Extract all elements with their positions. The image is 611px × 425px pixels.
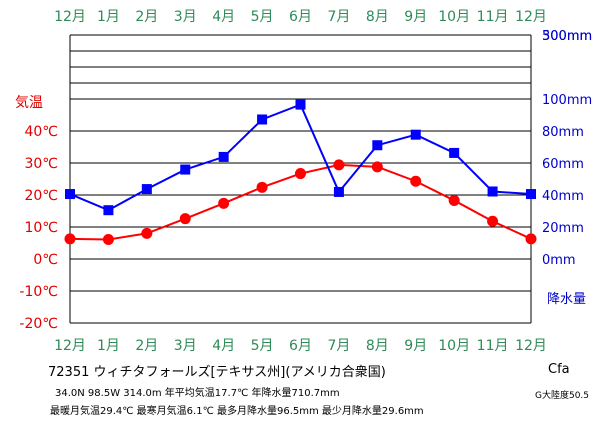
axis-labels: 12月 1月 2月 3月 4月 5月 6月 7月 8月 9月 10月 11月 12月 12月 1月 2月 3月 4… bbox=[15, 9, 592, 354]
temperature-point bbox=[333, 159, 345, 171]
temperature-tick-label: 30℃ bbox=[24, 156, 58, 172]
temperature-tick-label: -10℃ bbox=[19, 284, 58, 300]
temperature-point bbox=[525, 233, 537, 245]
precipitation-point bbox=[295, 99, 306, 110]
precipitation-tick-label: 60mm bbox=[542, 157, 584, 172]
temperature-point bbox=[141, 227, 153, 239]
temperature-tick-label: 40℃ bbox=[24, 124, 58, 140]
month-label-bottom: 2月 bbox=[135, 338, 158, 354]
month-label-top: 3月 bbox=[174, 9, 197, 25]
temperature-tick-label: 0℃ bbox=[33, 252, 58, 268]
temperature-point bbox=[295, 168, 306, 180]
data-series bbox=[64, 99, 537, 245]
month-label-top: 7月 bbox=[327, 9, 350, 25]
month-label-top: 6月 bbox=[289, 9, 312, 25]
month-label-top: 12月 bbox=[515, 9, 547, 25]
precipitation-tick-label: 100mm bbox=[542, 93, 592, 108]
precipitation-point bbox=[526, 189, 536, 200]
station-summary: 34.0N 98.5W 314.0m 年平均気温17.7℃ 年降水量710.7m… bbox=[55, 388, 340, 399]
precipitation-tick-label: 0mm bbox=[542, 253, 576, 268]
temperature-point bbox=[487, 215, 499, 227]
precipitation-tick-label: 80mm bbox=[542, 125, 584, 140]
month-label-bottom: 12月 bbox=[54, 338, 86, 354]
precipitation-point bbox=[372, 140, 383, 151]
temperature-axis-label: 気温 bbox=[15, 95, 43, 111]
month-label-top: 8月 bbox=[366, 9, 389, 25]
precipitation-point bbox=[103, 205, 114, 216]
month-label-top: 11月 bbox=[477, 9, 509, 25]
precipitation-tick-label: 300mm bbox=[542, 29, 592, 44]
month-label-top: 4月 bbox=[212, 9, 235, 25]
month-label-bottom: 6月 bbox=[289, 338, 312, 354]
precipitation-point bbox=[487, 186, 498, 197]
month-label-bottom: 4月 bbox=[212, 338, 235, 354]
precipitation-point bbox=[333, 186, 344, 197]
month-label-bottom: 12月 bbox=[515, 338, 547, 354]
month-label-bottom: 11月 bbox=[477, 338, 509, 354]
precipitation-point bbox=[218, 151, 229, 162]
month-label-bottom: 5月 bbox=[251, 338, 274, 354]
month-label-top: 10月 bbox=[438, 9, 470, 25]
station-title: 72351 ウィチタフォールズ[テキサス州](アメリカ合衆国) bbox=[48, 365, 386, 380]
precipitation-axis-label: 降水量 bbox=[547, 292, 586, 307]
precipitation-point bbox=[65, 189, 75, 200]
month-label-top: 2月 bbox=[135, 9, 158, 25]
precipitation-tick-label: 20mm bbox=[542, 221, 584, 236]
grid-lines bbox=[69, 34, 532, 324]
month-label-bottom: 10月 bbox=[438, 338, 470, 354]
temperature-tick-label: 10℃ bbox=[24, 220, 58, 236]
precipitation-line bbox=[69, 103, 532, 212]
precipitation-point bbox=[449, 147, 460, 158]
temperature-tick-label: 20℃ bbox=[24, 188, 58, 204]
continentality-index: G大陸度50.5 bbox=[535, 391, 590, 401]
precipitation-point bbox=[141, 184, 152, 195]
month-label-bottom: 7月 bbox=[327, 338, 350, 354]
month-label-bottom: 3月 bbox=[174, 338, 197, 354]
temperature-tick-label: -20℃ bbox=[19, 316, 58, 332]
month-label-bottom: 8月 bbox=[366, 338, 389, 354]
temperature-point bbox=[410, 175, 422, 187]
month-label-top: 1月 bbox=[97, 9, 120, 25]
temperature-point bbox=[102, 233, 114, 245]
climate-code: Cfa bbox=[548, 362, 570, 377]
precipitation-point bbox=[410, 129, 421, 140]
month-label-bottom: 9月 bbox=[404, 338, 427, 354]
temperature-point bbox=[64, 233, 76, 245]
temperature-point bbox=[256, 181, 268, 193]
station-extremes: 最暖月気温29.4℃ 最寒月気温6.1℃ 最多月降水量96.5mm 最少月降水量… bbox=[50, 406, 424, 417]
temperature-point bbox=[448, 194, 460, 206]
temperature-point bbox=[218, 197, 230, 209]
month-label-top: 5月 bbox=[251, 9, 274, 25]
temperature-point bbox=[371, 161, 383, 173]
precipitation-point bbox=[257, 114, 268, 125]
precipitation-tick-label: 40mm bbox=[542, 189, 584, 204]
precipitation-point bbox=[180, 164, 191, 175]
month-label-top: 9月 bbox=[404, 9, 427, 25]
month-label-bottom: 1月 bbox=[97, 338, 120, 354]
precipitation-tick-label: 500mm bbox=[542, 29, 592, 44]
month-label-top: 12月 bbox=[54, 9, 86, 25]
temperature-point bbox=[179, 213, 191, 225]
